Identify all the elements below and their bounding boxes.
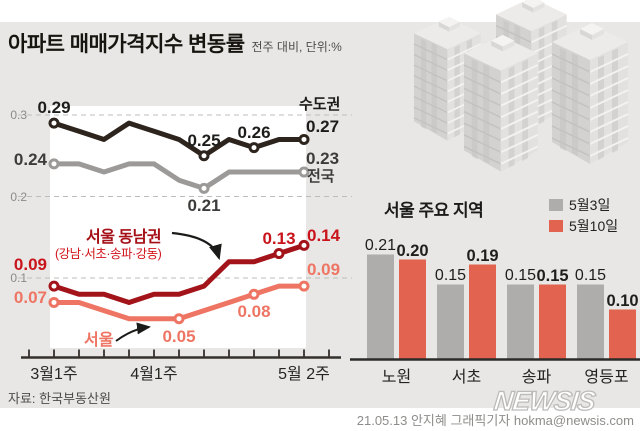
bar-value-label: 0.15 [536, 267, 569, 285]
legend-row-may3: 5월3일 [549, 194, 618, 215]
bar-value-label: 0.15 [434, 267, 467, 284]
bar-value-label: 0.15 [574, 267, 607, 284]
bar-value-label: 0.21 [364, 237, 397, 254]
legend-label-may10: 5월10일 [569, 217, 619, 234]
bar-category-label: 송파 [521, 368, 552, 386]
bar-value-label: 0.19 [466, 247, 499, 265]
legend-row-may10: 5월10일 [549, 215, 618, 236]
page-title: 아파트 매매가격지수 변동률 전주 대비, 단위:% [8, 28, 342, 58]
legend-swatch-red [549, 219, 563, 232]
page-subtitle: 전주 대비, 단위:% [251, 40, 342, 54]
bar-category-label: 노원 [381, 368, 412, 386]
legend-swatch-gray [549, 198, 563, 211]
title-text: 아파트 매매가격지수 변동률 [8, 33, 245, 56]
bar-value-label: 0.20 [396, 242, 429, 260]
bar-chart-legend: 5월3일 5월10일 [549, 194, 618, 236]
bar-category-label: 서초 [451, 368, 482, 386]
bar-category-label: 영등포 [584, 368, 629, 386]
legend-label-may3: 5월3일 [569, 196, 611, 213]
bar-value-label: 0.10 [606, 292, 639, 310]
bar-value-label: 0.15 [504, 267, 537, 284]
